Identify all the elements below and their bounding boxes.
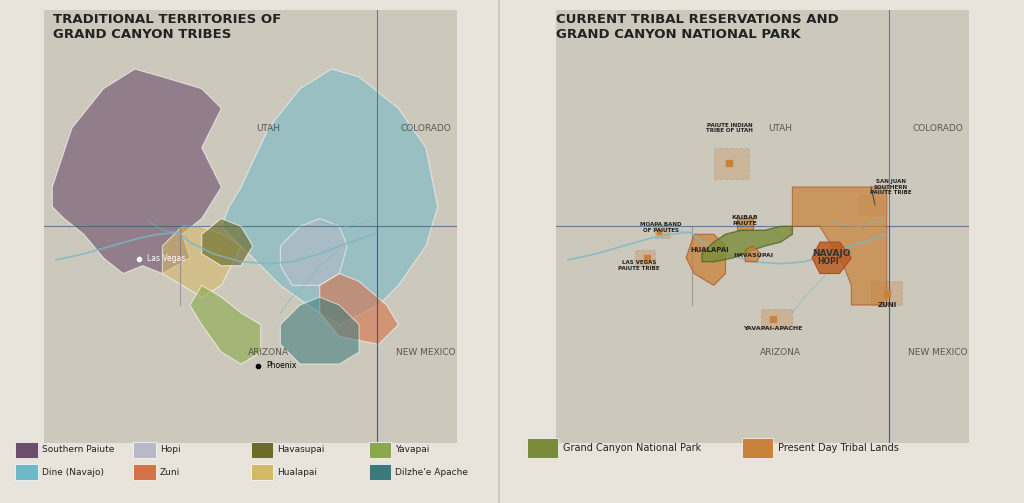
Text: Hopi: Hopi	[160, 445, 180, 454]
Polygon shape	[745, 246, 761, 262]
Text: HUALAPAI: HUALAPAI	[690, 247, 729, 253]
Text: Las Vegas: Las Vegas	[146, 255, 185, 264]
Text: Yavapai: Yavapai	[395, 445, 430, 454]
Text: Hualapai: Hualapai	[278, 468, 317, 477]
Text: Zuni: Zuni	[160, 468, 180, 477]
Text: COLORADO: COLORADO	[912, 124, 964, 132]
Bar	[871, 281, 902, 305]
Polygon shape	[52, 69, 221, 274]
Bar	[761, 309, 793, 328]
Text: UTAH: UTAH	[769, 124, 793, 132]
Polygon shape	[319, 274, 398, 345]
Polygon shape	[701, 226, 793, 262]
Text: UTAH: UTAH	[257, 124, 281, 132]
Text: NEW MEXICO: NEW MEXICO	[396, 348, 456, 357]
Polygon shape	[202, 218, 253, 266]
Polygon shape	[163, 226, 241, 297]
Bar	[714, 148, 750, 179]
Polygon shape	[812, 242, 851, 274]
Bar	[635, 250, 654, 266]
Text: HAVASUPAI: HAVASUPAI	[733, 254, 773, 259]
Bar	[654, 224, 671, 238]
Text: Southern Paiute: Southern Paiute	[42, 445, 115, 454]
Polygon shape	[281, 218, 347, 285]
Text: Grand Canyon National Park: Grand Canyon National Park	[563, 443, 701, 453]
Text: Phoenix: Phoenix	[266, 362, 296, 370]
Bar	[859, 195, 883, 215]
Text: Havasupai: Havasupai	[278, 445, 325, 454]
Text: COLORADO: COLORADO	[400, 124, 452, 132]
Text: ZUNI: ZUNI	[878, 302, 896, 308]
Text: HOPI: HOPI	[817, 257, 839, 266]
Text: CURRENT TRIBAL RESERVATIONS AND
GRAND CANYON NATIONAL PARK: CURRENT TRIBAL RESERVATIONS AND GRAND CA…	[556, 13, 840, 41]
Text: PAIUTE INDIAN
TRIBE OF UTAH: PAIUTE INDIAN TRIBE OF UTAH	[706, 123, 753, 133]
Text: Dilzhe'e Apache: Dilzhe'e Apache	[395, 468, 468, 477]
Text: Dine (Navajo): Dine (Navajo)	[42, 468, 104, 477]
Polygon shape	[189, 285, 261, 364]
Text: YAVAPAI-APACHE: YAVAPAI-APACHE	[743, 326, 803, 331]
Text: TRADITIONAL TERRITORIES OF
GRAND CANYON TRIBES: TRADITIONAL TERRITORIES OF GRAND CANYON …	[52, 13, 281, 41]
Polygon shape	[793, 187, 887, 305]
Text: Present Day Tribal Lands: Present Day Tribal Lands	[778, 443, 899, 453]
Text: KAIBAB
PAIUTE: KAIBAB PAIUTE	[732, 215, 759, 226]
Text: NAVAJO: NAVAJO	[812, 249, 851, 259]
Polygon shape	[281, 297, 359, 364]
Text: LAS VEGAS
PAIUTE TRIBE: LAS VEGAS PAIUTE TRIBE	[618, 260, 659, 271]
Text: MOAPA BAND
OF PAIUTES: MOAPA BAND OF PAIUTES	[640, 222, 681, 232]
Text: ARIZONA: ARIZONA	[760, 348, 801, 357]
Polygon shape	[686, 234, 726, 285]
Text: NEW MEXICO: NEW MEXICO	[908, 348, 968, 357]
Text: ARIZONA: ARIZONA	[248, 348, 289, 357]
Text: SAN JUAN
SOUTHERN
PAIUTE TRIBE: SAN JUAN SOUTHERN PAIUTE TRIBE	[869, 179, 911, 195]
Bar	[737, 218, 753, 230]
Polygon shape	[221, 69, 437, 324]
